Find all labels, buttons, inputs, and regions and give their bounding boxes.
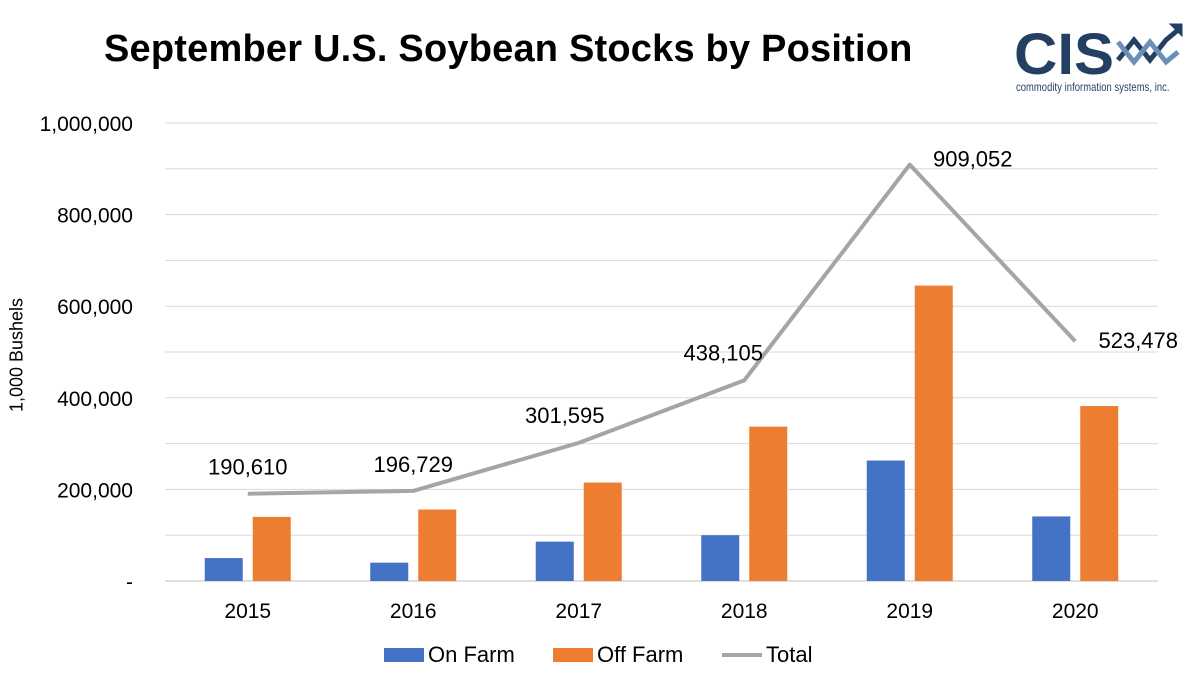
y-tick-label: 400,000	[57, 388, 133, 411]
y-tick-label: -	[126, 571, 133, 594]
bar-on-farm-2015	[204, 558, 243, 581]
total-data-labels: 190,610 196,729 301,595 438,105 909,052 523,4…	[208, 147, 1178, 480]
y-tick-label: 200,000	[57, 479, 133, 502]
y-tick-label: 600,000	[57, 296, 133, 319]
bar-on-farm-2016	[370, 562, 409, 581]
bar-on-farm-2018	[701, 535, 740, 581]
total-series-line	[247, 162, 1077, 496]
total-label-2018: 438,105	[683, 340, 763, 365]
x-tick-labels: 2015 2016 2017 2018 2019 2020	[224, 600, 1098, 623]
bar-off-farm-2015	[252, 516, 291, 581]
bar-on-farm-2019	[866, 460, 905, 581]
bar-on-farm-2017	[535, 541, 574, 581]
x-tick-label-2017: 2017	[555, 600, 602, 623]
logo-arrows-icon	[1116, 23, 1183, 67]
bar-off-farm-2016	[418, 509, 457, 581]
bars	[204, 285, 1119, 581]
x-tick-label-2018: 2018	[721, 600, 768, 623]
y-tick-label: 800,000	[57, 205, 133, 228]
logo-subtitle: commodity information systems, inc.	[1016, 80, 1170, 94]
bar-off-farm-2017	[583, 482, 622, 581]
bar-off-farm-2019	[914, 285, 953, 581]
legend-item-off-farm: Off Farm	[553, 642, 683, 668]
legend-label-total: Total	[766, 642, 813, 667]
y-tick-labels: - 200,000 400,000 600,000 800,000 1,000,000	[40, 113, 133, 594]
x-tick-label-2020: 2020	[1052, 600, 1099, 623]
total-label-2015: 190,610	[208, 455, 288, 480]
bar-off-farm-2018	[749, 426, 788, 581]
legend-label-off-farm: Off Farm	[597, 642, 684, 667]
bar-on-farm-2020	[1032, 516, 1071, 581]
bar-off-farm-2020	[1080, 406, 1119, 581]
y-tick-label: 1,000,000	[40, 113, 133, 136]
logo-text: CIS	[1014, 22, 1114, 87]
legend-swatch-total	[722, 653, 762, 657]
legend-item-on-farm: On Farm	[384, 642, 515, 668]
total-label-2020: 523,478	[1098, 328, 1178, 353]
cis-logo: CIS	[1014, 22, 1183, 87]
grid-lines	[165, 122, 1158, 582]
legend-label-on-farm: On Farm	[428, 642, 515, 667]
legend-swatch-on-farm	[384, 648, 424, 662]
chart-title: September U.S. Soybean Stocks by Positio…	[104, 28, 913, 70]
x-tick-label-2015: 2015	[224, 600, 271, 623]
total-label-2016: 196,729	[373, 452, 453, 477]
total-label-2019: 909,052	[933, 147, 1013, 172]
legend: On Farm Off Farm Total	[0, 642, 1197, 668]
x-tick-label-2019: 2019	[886, 600, 933, 623]
legend-item-total: Total	[722, 642, 812, 668]
total-label-2017: 301,595	[525, 403, 605, 428]
x-tick-label-2016: 2016	[390, 600, 437, 623]
legend-swatch-off-farm	[553, 648, 593, 662]
total-line	[247, 162, 1077, 496]
